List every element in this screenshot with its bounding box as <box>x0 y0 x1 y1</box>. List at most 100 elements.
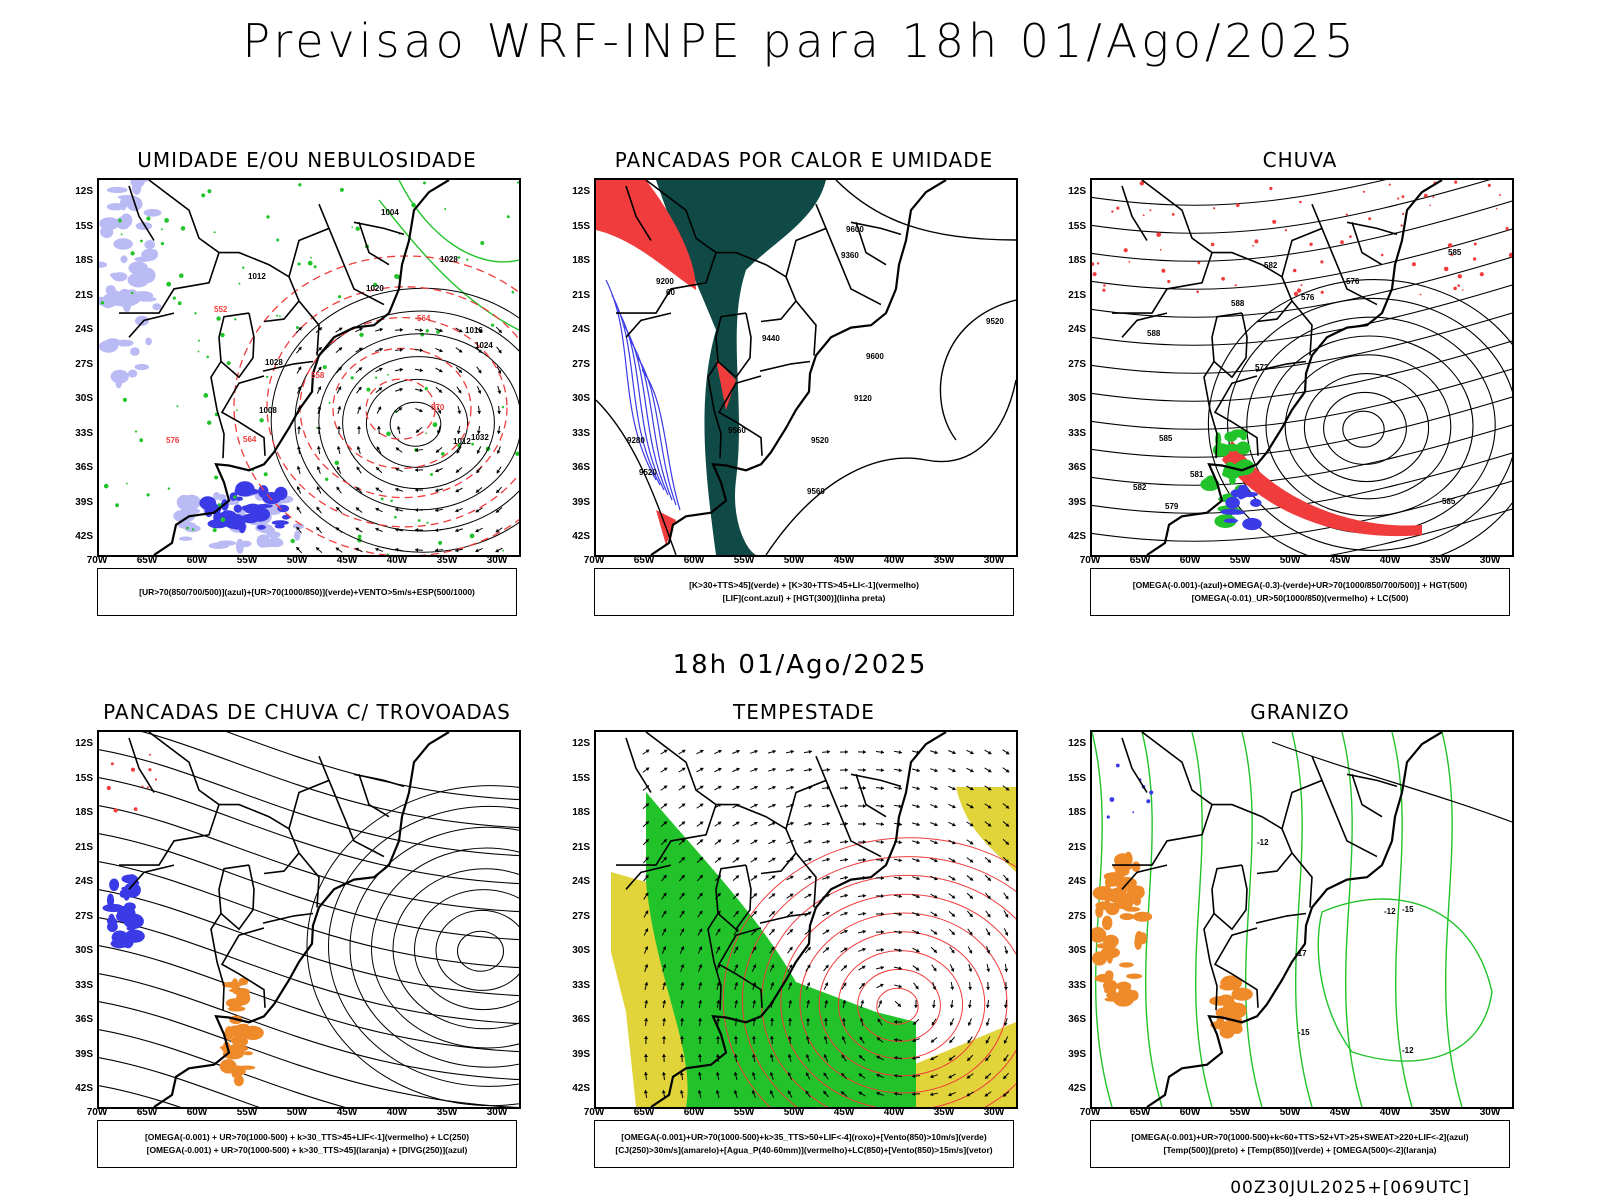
state-border <box>219 203 331 279</box>
lat-tick-label: 18S <box>1068 255 1086 266</box>
state-border <box>220 375 266 456</box>
state-border <box>1121 185 1148 241</box>
state-border <box>1256 300 1293 323</box>
state-border <box>263 300 300 323</box>
coastline <box>1146 732 1443 1107</box>
contour-label: 576 <box>166 436 180 445</box>
lon-tick-label: 70W <box>583 1107 605 1118</box>
map-granizo: -12 -12 -15 -17 -15 -12 <box>1090 730 1514 1109</box>
state-border <box>855 222 887 266</box>
contour-label: 579 <box>1165 502 1179 511</box>
panel-legend: [OMEGA(-0.001)+UR>70(1000-500)+k<60+TTS>… <box>1090 1120 1510 1168</box>
lon-tick-label: 65W <box>136 1107 158 1118</box>
jet-curvature <box>306 785 519 1107</box>
wind-850-green <box>646 792 916 1107</box>
lat-tick-label: 42S <box>572 1083 590 1094</box>
lon-tick-label: 70W <box>1079 1107 1101 1118</box>
lon-tick-label: 55W <box>733 1107 755 1118</box>
lon-tick-label: 50W <box>1279 1107 1301 1118</box>
lon-tick-label: 45W <box>1329 555 1351 566</box>
forecast-time: 18h 01/Ago/2025 <box>672 650 928 680</box>
lon-tick-label: 50W <box>783 555 805 566</box>
lon-tick-label: 30W <box>1479 555 1501 566</box>
lat-tick-label: 15S <box>572 772 590 784</box>
lon-tick-label: 50W <box>286 1107 308 1118</box>
lat-tick-label: 30S <box>75 945 93 956</box>
state-border <box>716 755 828 831</box>
lon-tick-label: 60W <box>186 1107 208 1118</box>
state-border <box>1255 360 1307 372</box>
lat-tick-label: 36S <box>572 462 590 473</box>
state-border <box>1256 852 1293 875</box>
lon-tick-label: 70W <box>1079 555 1101 566</box>
state-border <box>218 864 255 931</box>
state-border <box>1121 737 1148 793</box>
showers-red <box>106 753 157 813</box>
lon-tick-label: 70W <box>86 555 108 566</box>
page-title: Previsao WRF-INPE para 18h 01/Ago/2025 <box>242 14 1358 68</box>
contour-label: 9600 <box>846 225 864 234</box>
lon-tick-label: 35W <box>436 555 458 566</box>
state-border <box>218 312 255 379</box>
lat-tick-label: 39S <box>75 496 93 508</box>
state-border <box>715 312 752 379</box>
lon-tick-label: 40W <box>1379 1107 1401 1118</box>
state-border <box>1112 180 1213 314</box>
panel-legend: [OMEGA(-0.001) + UR>70(1000-500) + k>30_… <box>97 1120 517 1168</box>
contour-label: 1008 <box>259 406 277 415</box>
political-boundaries <box>1112 732 1443 1107</box>
state-border <box>855 774 887 818</box>
geopotential-300hpa <box>596 180 1016 555</box>
contour-label: 9520 <box>986 317 1004 326</box>
temp-850-green <box>1092 732 1493 1107</box>
state-border <box>850 773 902 788</box>
state-border <box>707 913 722 1011</box>
lat-tick-label: 42S <box>572 531 590 542</box>
contour-label: -12 <box>1257 838 1269 847</box>
lat-tick-label: 12S <box>572 738 590 749</box>
legend-line: [CJ(250)>30m/s](amarelo)+[Agua_P(40-60mm… <box>615 1145 993 1155</box>
lon-tick-label: 30W <box>1479 1107 1501 1118</box>
state-border <box>1121 864 1168 890</box>
lon-tick-label: 60W <box>683 555 705 566</box>
lon-tick-label: 40W <box>883 555 905 566</box>
state-border <box>358 774 390 818</box>
lat-tick-label: 39S <box>75 1048 93 1060</box>
contour-label: 1016 <box>465 326 483 335</box>
humidity-high-levels-dense <box>199 481 290 534</box>
state-border <box>358 222 390 266</box>
contour-label: 558 <box>311 371 325 380</box>
lat-tick-label: 33S <box>572 427 590 439</box>
political-boundaries <box>616 732 947 1107</box>
lon-tick-label: 45W <box>833 555 855 566</box>
contour-label: 1024 <box>475 341 493 350</box>
panel-legend: [UR>70(850/700/500)](azul)+[UR>70(1000/8… <box>97 568 517 616</box>
lon-tick-label: 60W <box>186 555 208 566</box>
state-border <box>1211 312 1248 379</box>
state-border <box>760 300 797 323</box>
lat-tick-label: 12S <box>572 186 590 197</box>
state-border <box>128 864 175 890</box>
state-border <box>128 312 175 338</box>
lat-tick-label: 36S <box>75 462 93 473</box>
showers-orange <box>219 977 264 1087</box>
state-border <box>825 228 882 306</box>
lat-tick-label: 27S <box>1068 910 1086 922</box>
map-pancadas_calor: 9600 9560 9560 9600 9520 9520 9440 9360 9280 9200… <box>594 178 1018 557</box>
state-border <box>616 732 717 866</box>
state-border <box>1203 913 1218 1011</box>
lon-tick-label: 45W <box>833 1107 855 1118</box>
state-border <box>625 312 672 338</box>
lat-tick-label: 36S <box>75 1014 93 1025</box>
lat-tick-label: 24S <box>75 876 93 887</box>
panel-title: TEMPESTADE <box>733 700 875 724</box>
contour-label: 581 <box>1190 470 1204 479</box>
lat-tick-label: 18S <box>75 255 93 266</box>
lat-tick-label: 12S <box>75 186 93 197</box>
lon-tick-label: 65W <box>1129 1107 1151 1118</box>
contour-label: 1012 <box>453 437 471 446</box>
lon-tick-label: 65W <box>633 555 655 566</box>
legend-line: [UR>70(850/700/500)](azul)+[UR>70(1000/8… <box>139 586 475 597</box>
contour-label: 9560 <box>728 426 746 435</box>
state-border <box>353 773 405 788</box>
